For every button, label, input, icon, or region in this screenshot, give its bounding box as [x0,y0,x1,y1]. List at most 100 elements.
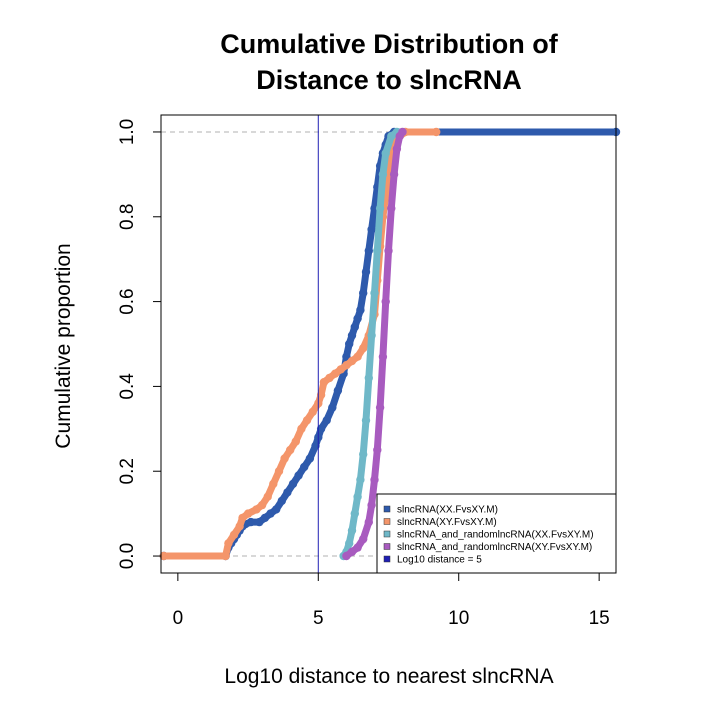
plot-area [159,115,621,573]
series-3-point-12 [387,204,396,213]
series-0-point-16 [288,479,298,489]
chart-title-line1: Cumulative Distribution of [220,29,559,59]
series-0-point-13 [272,505,281,514]
series-1-point-10 [269,479,278,489]
y-tick-label-4: 0.8 [117,204,138,230]
series-0-point-14 [277,496,286,506]
series-0-point-24 [328,403,337,412]
series-1-point-27 [359,344,368,353]
series-2-point-6 [356,475,365,484]
series-0-point-29 [347,331,357,340]
series-1-point-16 [302,416,312,425]
x-tick-label-0: 0 [173,608,184,629]
series-1-point-19 [316,390,326,400]
legend-swatch-2 [383,530,391,538]
series-1-point-12 [280,454,289,463]
series-2-point-14 [378,170,388,179]
series-3-point-11 [384,246,393,255]
series-2-point-12 [373,246,382,255]
series-0-point-20 [311,441,320,450]
series-3-point-10 [381,297,390,306]
series-1-point-8 [257,500,267,510]
series-3-point-4 [364,517,373,527]
legend-label-3: slncRNA_and_randomlncRNA(XY.FvsXY.M) [397,542,592,553]
x-tick-label-2: 10 [448,608,469,629]
x-tick-label-3: 15 [589,608,610,629]
y-tick-label-1: 0.2 [117,458,138,484]
y-tick-label-2: 0.4 [117,373,138,400]
legend-swatch-0 [383,505,391,513]
series-3-point-13 [389,170,399,179]
series-1-point-2 [224,539,233,548]
series-1-point-4 [235,522,244,531]
series-2-point-10 [367,331,376,340]
series-2-point-9 [364,373,373,383]
series-2-point-7 [359,450,368,459]
series-0-point-19 [305,454,315,463]
series-3-point-6 [370,475,379,484]
x-tick-label-1: 5 [313,608,324,629]
series-2-point-8 [361,416,371,425]
series-1-point-3 [229,530,239,539]
series-0-point-30 [350,322,359,332]
y-axis-title: Cumulative proportion [52,243,75,448]
series-3-point-16 [398,127,407,137]
x-axis-title: Log10 distance to nearest slncRNA [224,665,553,688]
legend: slncRNA(XX.FvsXY.M)slncRNA(XY.FvsXY.M) sl… [376,493,617,574]
series-0-point-18 [300,462,309,472]
series-2-point-13 [375,204,385,213]
series-3-point-8 [375,403,385,412]
chart-title-line2: Distance to slncRNA [256,65,522,95]
y-tick-label-3: 0.6 [117,288,138,314]
series-0-point-15 [283,488,292,497]
series-1-point-9 [263,492,272,501]
series-0-point-22 [316,424,326,433]
series-2-point-2 [345,539,354,548]
series-3-point-9 [378,352,388,361]
series-1-point-14 [291,437,300,446]
series-0-point-23 [322,416,331,425]
series-0-point-28 [345,339,354,349]
series-3-point-3 [359,534,368,544]
series-1-point-0 [159,551,168,561]
series-1-point-13 [286,445,295,455]
series-2-point-5 [353,492,362,501]
series-3-point-5 [367,500,376,510]
axes: 0 5 10 15 0.0 0.2 0.4 0.6 0.8 1.0 [117,114,617,629]
series-2-point-4 [350,509,359,518]
y-tick-label-5: 1.0 [117,119,138,145]
legend-swatch-4 [383,555,391,563]
series-0-point-17 [294,471,303,480]
series-1-point-6 [243,509,253,518]
series-1-point-11 [274,467,284,476]
series-3-point-2 [353,543,362,552]
series-0-point-36 [367,225,376,234]
series-0-point-25 [333,386,343,395]
series-0-point-34 [361,267,371,277]
series-0-point-9 [246,517,256,527]
series-1-point-40 [432,127,441,137]
series-3-point-7 [373,445,382,455]
series-0-point-32 [356,305,365,315]
legend-swatch-1 [383,518,391,525]
legend-label-0: slncRNA(XX.FvsXY.M) [397,505,498,516]
legend-label-1: slncRNA(XY.FvsXY.M) [397,517,497,528]
y-tick-label-0: 0.0 [117,543,138,569]
legend-swatch-3 [383,543,391,550]
legend-label-2: slncRNA_and_randomlncRNA(XX.FvsXY.M) [397,530,594,541]
series-1-point-26 [353,352,362,361]
series-2-point-11 [370,288,379,298]
series-1-point-22 [330,369,340,378]
series-0-point-35 [364,246,373,255]
legend-label-4: Log10 distance = 5 [397,555,482,566]
series-2-point-3 [347,526,357,535]
series-1-point-1 [221,551,230,561]
legend-box [376,493,617,574]
series-1-point-15 [297,424,306,433]
series-1-point-17 [308,407,317,417]
series-2-point-15 [381,149,390,158]
series-0-point-33 [359,288,368,298]
series-3-point-14 [392,144,402,154]
series-0-point-31 [353,314,362,323]
